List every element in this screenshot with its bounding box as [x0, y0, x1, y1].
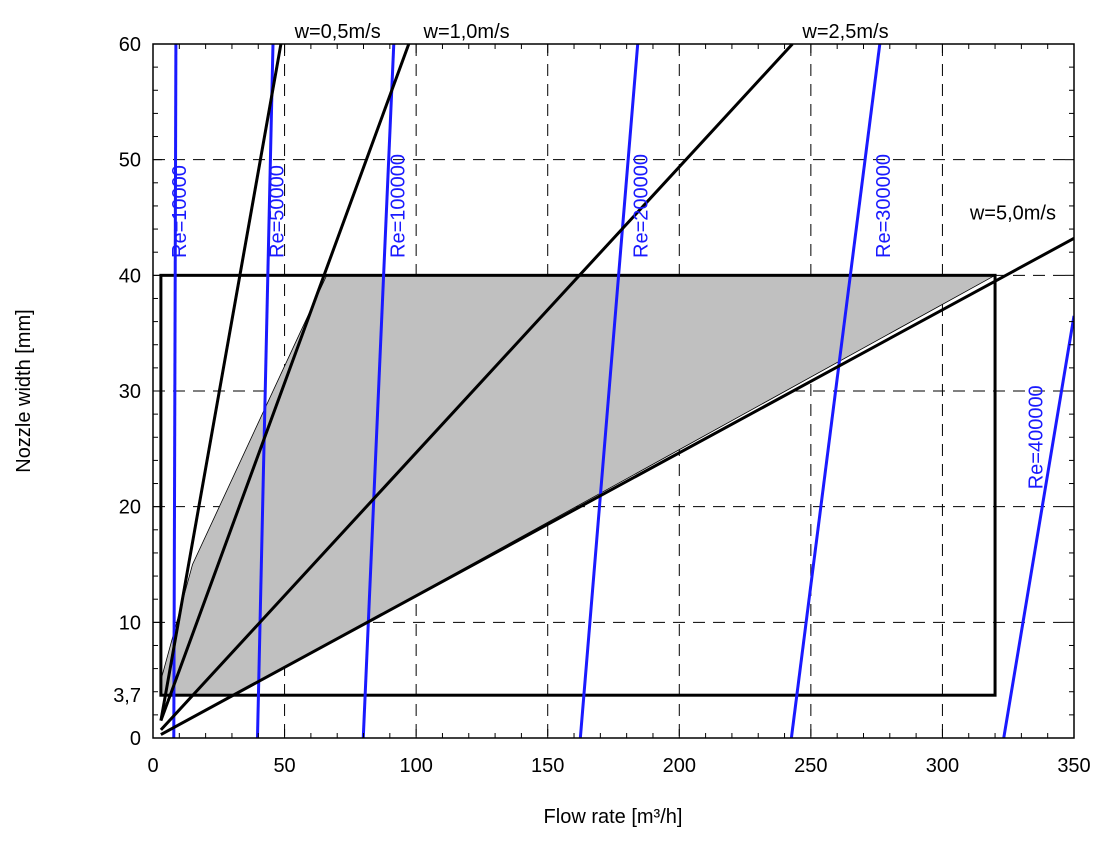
x-axis-title: Flow rate [m³/h]: [544, 806, 683, 828]
velocity-line-label: w=1,0m/s: [423, 21, 510, 43]
velocity-line-label: w=2,5m/s: [801, 21, 888, 43]
y-tick-label: 60: [119, 34, 141, 56]
velocity-line: [159, 44, 283, 721]
reynolds-line: [172, 44, 178, 738]
series-labels: w=0,5m/s w=1,0m/s w=2,5m/s w=5,0m/s Re=10000…: [169, 21, 1056, 489]
x-tick-label: 350: [1057, 755, 1090, 777]
y-axis-title: Nozzle width [mm]: [13, 309, 35, 472]
y-tick-label: 50: [119, 150, 141, 172]
shaded-operating-region: [160, 274, 996, 696]
axis-ticks: 0 50 100 150 200 250 300 350 0 3,7 10 20 30 40 50 60: [113, 34, 1091, 777]
velocity-line: [159, 44, 411, 722]
y-tick-label: 3,7: [113, 685, 141, 707]
y-tick-label: 30: [119, 381, 141, 403]
x-tick-label: 200: [663, 755, 696, 777]
x-tick-label: 100: [399, 755, 432, 777]
x-tick-label: 300: [926, 755, 959, 777]
reynolds-line-label: Re=400000: [1025, 385, 1047, 489]
x-tick-label: 50: [273, 755, 295, 777]
y-tick-label: 10: [119, 612, 141, 634]
operating-region-layer: [159, 273, 997, 697]
series-layer: [159, 44, 1074, 738]
reynolds-line-label: Re=10000: [169, 165, 191, 258]
reynolds-line-label: Re=100000: [387, 154, 409, 258]
x-tick-label: 0: [147, 755, 158, 777]
y-tick-label: 0: [130, 728, 141, 750]
reynolds-line-label: Re=300000: [873, 154, 895, 258]
reynolds-line-label: Re=50000: [266, 165, 288, 258]
velocity-line: [159, 44, 794, 731]
velocity-line-label: w=5,0m/s: [969, 203, 1056, 225]
velocity-line: [160, 237, 1074, 736]
y-tick-label: 20: [119, 497, 141, 519]
y-tick-label: 40: [119, 265, 141, 287]
x-tick-label: 250: [794, 755, 827, 777]
x-tick-label: 150: [531, 755, 564, 777]
velocity-line-label: w=0,5m/s: [294, 21, 381, 43]
reynolds-line-label: Re=200000: [631, 154, 653, 258]
reynolds-line: [578, 44, 640, 738]
reynolds-line: [789, 44, 882, 738]
reynolds-line: [1002, 315, 1074, 738]
